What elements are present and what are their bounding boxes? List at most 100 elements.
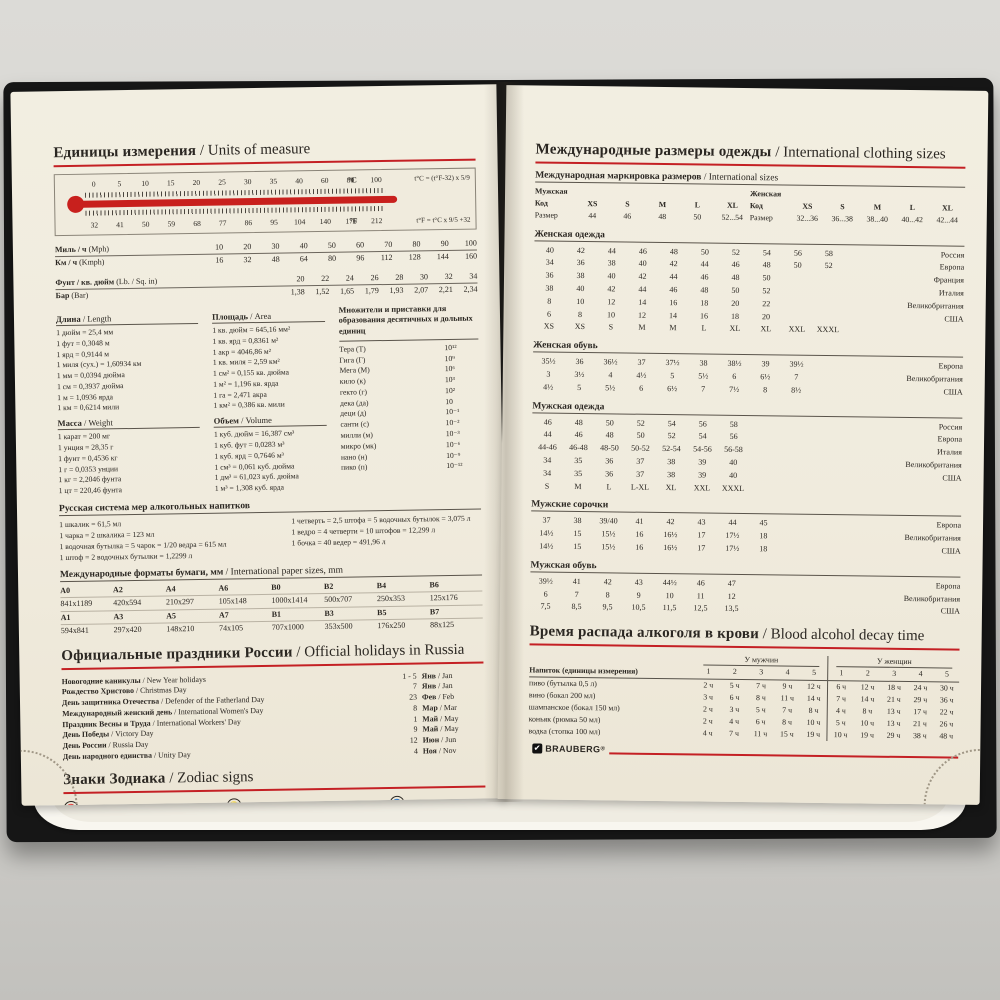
value-cell: 50 xyxy=(327,240,336,250)
unit-column: 1 xyxy=(839,668,844,678)
size-cell: 35 xyxy=(574,468,583,478)
value-cell: 48 xyxy=(271,254,280,264)
men-shirts-title: Мужские сорочки xyxy=(531,499,962,518)
size-cell: 46 xyxy=(623,211,632,221)
hours-cell: 7 ч xyxy=(729,728,740,738)
size-cell: 36½ xyxy=(603,357,618,367)
hours-cell: 2 ч xyxy=(703,680,714,690)
size-cell: M xyxy=(638,323,646,333)
hours-cell: 10 ч xyxy=(833,730,848,740)
celsius-tick: 20 xyxy=(192,177,201,188)
value-cell: 2,21 xyxy=(438,284,453,295)
size-label: Размер xyxy=(534,210,558,220)
size-cell: 4½ xyxy=(636,370,647,380)
size-cell: 14½ xyxy=(539,541,554,551)
size-cell: 18 xyxy=(759,531,768,541)
prefix-value: 10⁹ xyxy=(444,353,455,363)
hours-cell: 7 ч xyxy=(756,680,767,690)
paper-code: A6 xyxy=(218,583,229,593)
hours-cell: 8 ч xyxy=(862,706,873,716)
value-cell: 20 xyxy=(296,274,305,284)
clothing-title-en: International clothing sizes xyxy=(783,144,946,163)
holiday-day: 8 xyxy=(413,703,418,713)
size-cell: 42 xyxy=(607,284,616,294)
code-label: Код xyxy=(749,200,763,210)
size-cell: 45 xyxy=(759,518,768,528)
paper-size: 707x1000 xyxy=(271,622,304,632)
intl-marking-table: Мужская Код XS S M L XL Размер 44 46 48 50 52...… xyxy=(535,185,965,227)
size-cell: 39 xyxy=(761,359,770,369)
size-cell: 56-58 xyxy=(724,444,743,455)
size-cell: 8 xyxy=(605,589,610,599)
hours-cell: 7 ч xyxy=(836,693,847,703)
size-cell: 48 xyxy=(669,246,678,256)
size-cell: XXXL xyxy=(816,325,840,335)
celsius-tick: 25 xyxy=(218,177,226,187)
size-cell: 16 xyxy=(635,529,644,539)
women-clothing-title: Женская одежда xyxy=(534,229,965,247)
code-cell: XS xyxy=(802,201,813,211)
size-cell: 50 xyxy=(793,261,802,271)
prefix-value: 10⁻¹ xyxy=(445,407,460,417)
value-cell: 28 xyxy=(395,272,404,282)
prefix-value: 10⁻² xyxy=(445,418,460,428)
unit-column: 3 xyxy=(759,667,764,677)
prefix-value: 10⁻⁶ xyxy=(445,439,461,449)
size-cell: 37 xyxy=(542,515,551,526)
hours-cell: 2 ч xyxy=(703,704,713,714)
value-cell: 30 xyxy=(271,241,280,251)
size-cell: 36 xyxy=(605,469,614,479)
celsius-tick: 35 xyxy=(269,176,278,186)
hours-cell: 15 ч xyxy=(779,729,794,739)
hours-cell: 30 ч xyxy=(939,683,954,693)
fahrenheit-formula: t°F = t°C x 9/5 +32 xyxy=(416,215,471,225)
hours-cell: 6 ч xyxy=(836,681,847,691)
men-clothing-title: Мужская одежда xyxy=(532,401,963,419)
area-title: Площадь / Area xyxy=(212,309,325,324)
size-cell: 14½ xyxy=(539,528,554,538)
hours-cell: 6 ч xyxy=(729,692,740,702)
code-cell: XL xyxy=(726,200,738,210)
size-cell: 40...42 xyxy=(901,215,924,225)
size-cell: 16 xyxy=(669,297,678,307)
celsius-unit: °C xyxy=(347,175,357,185)
paper-size: 210x297 xyxy=(165,597,195,607)
size-cell: 8½ xyxy=(791,385,802,395)
conversion-item: 1 км² = 0,386 кв. мили xyxy=(213,400,285,411)
prefix-value: 10⁶ xyxy=(444,364,456,374)
size-cell: 12 xyxy=(607,297,616,307)
size-cell: 40 xyxy=(607,271,616,281)
size-cell: 20 xyxy=(731,298,740,308)
value-cell: 32 xyxy=(243,255,252,265)
footer-red-line xyxy=(609,751,959,759)
paper-size: 1000x1414 xyxy=(271,595,308,606)
size-cell: 39 xyxy=(698,457,707,467)
paper-size: 353x500 xyxy=(324,621,353,632)
size-cell: 40 xyxy=(576,283,585,294)
size-cell: 47 xyxy=(727,578,736,588)
value-cell: 2,34 xyxy=(463,284,478,294)
paper-size: 500x707 xyxy=(324,594,353,605)
paper-size: 125x176 xyxy=(429,593,458,603)
size-cell: 42 xyxy=(603,577,612,587)
holidays-title-ru: Официальные праздники России xyxy=(61,643,293,664)
women-shoes-table: 35½ 36 36½ 37 37½ 38 38½ 39 39½ Европа 3 3½ 4 4½ 5 5½… xyxy=(533,356,963,400)
value-cell: 2,07 xyxy=(414,285,429,295)
size-cell: 46 xyxy=(731,260,740,270)
bar-label: Бар (Bar) xyxy=(55,290,89,301)
alco-col-1: 1 шкалик = 61,5 мл 1 чарка = 2 шкалика = … xyxy=(59,515,292,563)
size-cell: 46 xyxy=(700,272,709,282)
region-label: Россия xyxy=(940,250,965,260)
size-cell: 46 xyxy=(543,417,552,427)
size-label: Размер xyxy=(749,213,773,223)
size-cell: 42 xyxy=(669,259,678,269)
women-size-row: Размер 32...36 36...38 38...40 40...42 42...… xyxy=(750,212,965,227)
size-cell: 52 xyxy=(636,418,645,428)
celsius-tick: 5 xyxy=(117,179,122,189)
size-cell: 7 xyxy=(701,384,706,394)
code-cell: M xyxy=(873,202,882,212)
paper-code: A1 xyxy=(60,612,71,622)
size-cell: 6 xyxy=(639,383,644,393)
size-cell: 50 xyxy=(693,212,702,222)
